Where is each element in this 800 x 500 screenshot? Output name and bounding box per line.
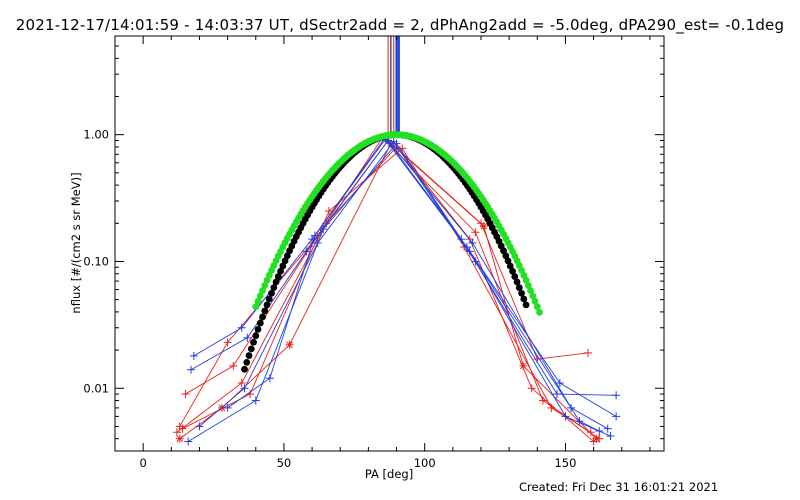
plot-frame [114,35,665,452]
data-point-blue [189,351,198,360]
data-point-red [519,361,528,370]
data-point-red [178,424,187,433]
data-point-red [175,434,184,443]
data-layer [172,36,621,446]
data-point-blue [237,323,246,332]
data-point-red [172,428,181,437]
data-point-blue [302,247,311,256]
data-point-blue [595,427,604,436]
y-axis-label: nflux [#/(cm2 s sr MeV)] [69,172,83,313]
data-point-red [547,403,556,412]
data-point-blue [561,412,570,421]
y-axis: 0.01 0.10 1.00 [83,35,664,440]
x-tick-label: 100 [414,456,436,470]
data-point-red [229,361,238,370]
data-point-blue [612,412,621,421]
data-point-blue [392,139,401,148]
data-point-red [527,384,536,393]
data-point-red [324,207,333,216]
data-point-blue [553,390,562,399]
x-tick-label: 50 [277,456,292,470]
data-point-red [223,338,232,347]
x-axis-label: PA [deg] [365,467,413,481]
x-tick-label: 150 [554,456,576,470]
data-point-blue [184,437,193,446]
data-point-blue [319,225,328,234]
data-point-blue [195,422,204,431]
data-point-blue [240,384,249,393]
data-point-red [592,434,601,443]
data-point-blue [465,247,474,256]
data-point-red [471,228,480,237]
data-point-blue [468,238,477,247]
series-line-blue-8 [187,142,617,442]
data-point-blue [243,333,252,342]
data-point-red [586,428,595,437]
created-timestamp: Created: Fri Dec 31 16:01:21 2021 [519,480,719,494]
chart-title: 2021-12-17/14:01:59 - 14:03:37 UT, dSect… [15,16,785,34]
data-point-blue [606,432,615,441]
y-tick-label: 0.01 [83,381,109,395]
y-tick-label: 0.10 [83,254,109,268]
x-axis: 0 50 100 150 [114,36,651,470]
data-point-blue [575,417,584,426]
data-point-red [583,348,592,357]
data-point-red [285,340,294,349]
fit-curve-black [241,131,530,373]
data-point-blue [251,396,260,405]
series-line-red-3 [179,142,597,440]
data-point-blue [457,235,466,244]
data-point-red [479,222,488,231]
data-point-blue [612,391,621,400]
data-point-blue [223,403,232,412]
data-point-blue [265,374,274,383]
fit-curve-green [252,131,543,316]
data-point-blue [187,365,196,374]
x-tick-label: 0 [139,456,146,470]
data-point-red [181,390,190,399]
data-point-red [237,379,246,388]
data-point-blue [310,231,319,240]
y-tick-label: 1.00 [83,128,109,142]
data-point-blue [555,379,564,388]
data-point-blue [603,424,612,433]
